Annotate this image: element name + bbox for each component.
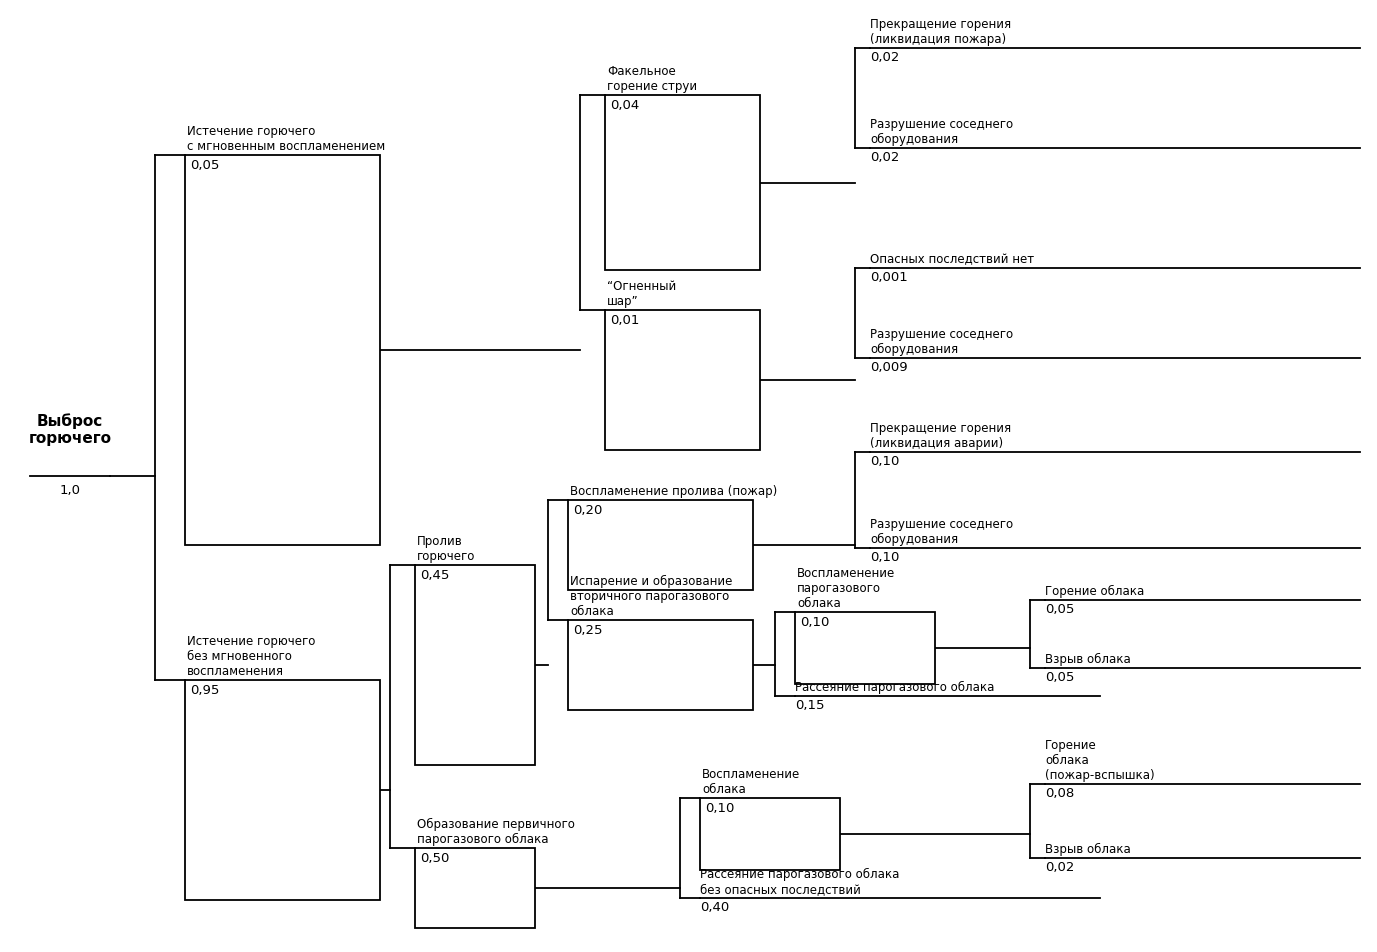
Text: Пролив
горючего: Пролив горючего xyxy=(417,535,475,563)
Text: 0,50: 0,50 xyxy=(420,852,449,865)
Text: 0,05: 0,05 xyxy=(1045,671,1074,684)
Text: Горение облака: Горение облака xyxy=(1045,585,1144,598)
Text: Воспламенение пролива (пожар): Воспламенение пролива (пожар) xyxy=(570,485,777,498)
Text: 0,08: 0,08 xyxy=(1045,787,1074,800)
Text: “Огненный
шар”: “Огненный шар” xyxy=(607,280,676,308)
Text: 0,10: 0,10 xyxy=(870,455,899,468)
Text: Взрыв облака: Взрыв облака xyxy=(1045,843,1131,856)
Text: Прекращение горения
(ликвидация пожара): Прекращение горения (ликвидация пожара) xyxy=(870,18,1011,46)
Bar xyxy=(795,612,935,684)
Text: 0,10: 0,10 xyxy=(800,616,829,629)
Bar xyxy=(414,848,536,928)
Text: Опасных последствий нет: Опасных последствий нет xyxy=(870,253,1034,266)
Text: Разрушение соседнего
оборудования: Разрушение соседнего оборудования xyxy=(870,327,1013,356)
Text: Разрушение соседнего
оборудования: Разрушение соседнего оборудования xyxy=(870,118,1013,146)
Text: 0,10: 0,10 xyxy=(870,551,899,564)
Bar xyxy=(414,565,536,765)
Bar xyxy=(605,310,760,450)
Text: Образование первичного
парогазового облака: Образование первичного парогазового обла… xyxy=(417,818,574,846)
Text: Истечение горючего
без мгновенного
воспламенения: Истечение горючего без мгновенного воспл… xyxy=(187,635,315,678)
Text: 0,25: 0,25 xyxy=(573,624,603,637)
Text: 0,009: 0,009 xyxy=(870,361,907,374)
Text: 0,10: 0,10 xyxy=(705,802,734,815)
Text: 0,40: 0,40 xyxy=(700,901,730,914)
Bar xyxy=(605,95,760,270)
Text: 0,001: 0,001 xyxy=(870,271,907,284)
Text: 0,15: 0,15 xyxy=(795,699,825,712)
Bar xyxy=(185,680,380,900)
Text: Прекращение горения
(ликвидация аварии): Прекращение горения (ликвидация аварии) xyxy=(870,422,1011,450)
Text: Рассеяние парогазового облака: Рассеяние парогазового облака xyxy=(795,681,994,694)
Text: Истечение горючего
с мгновенным воспламенением: Истечение горючего с мгновенным воспламе… xyxy=(187,125,386,153)
Text: Факельное
горение струи: Факельное горение струи xyxy=(607,65,697,93)
Text: Воспламенение
облака: Воспламенение облака xyxy=(702,768,800,796)
Bar xyxy=(567,500,753,590)
Text: Взрыв облака: Взрыв облака xyxy=(1045,653,1131,666)
Text: Горение
облака
(пожар-вспышка): Горение облака (пожар-вспышка) xyxy=(1045,739,1155,782)
Text: 1,0: 1,0 xyxy=(59,484,80,497)
Text: 0,02: 0,02 xyxy=(870,51,899,64)
Text: 0,01: 0,01 xyxy=(610,314,639,327)
Text: 0,45: 0,45 xyxy=(420,569,449,582)
Text: 0,02: 0,02 xyxy=(870,151,899,164)
Text: Воспламенение
парогазового
облака: Воспламенение парогазового облака xyxy=(797,567,895,610)
Bar xyxy=(567,620,753,710)
Text: 0,05: 0,05 xyxy=(190,159,219,172)
Text: 0,04: 0,04 xyxy=(610,99,639,112)
Text: Рассеяние парогазового облака
без опасных последствий: Рассеяние парогазового облака без опасны… xyxy=(700,868,899,896)
Bar xyxy=(185,155,380,545)
Text: Выброс
горючего: Выброс горючего xyxy=(29,413,112,446)
Text: 0,02: 0,02 xyxy=(1045,861,1074,874)
Bar xyxy=(700,798,840,870)
Text: 0,20: 0,20 xyxy=(573,504,602,517)
Text: Разрушение соседнего
оборудования: Разрушение соседнего оборудования xyxy=(870,518,1013,546)
Text: 0,05: 0,05 xyxy=(1045,603,1074,616)
Text: Испарение и образование
вторичного парогазового
облака: Испарение и образование вторичного парог… xyxy=(570,575,733,618)
Text: 0,95: 0,95 xyxy=(190,684,219,697)
